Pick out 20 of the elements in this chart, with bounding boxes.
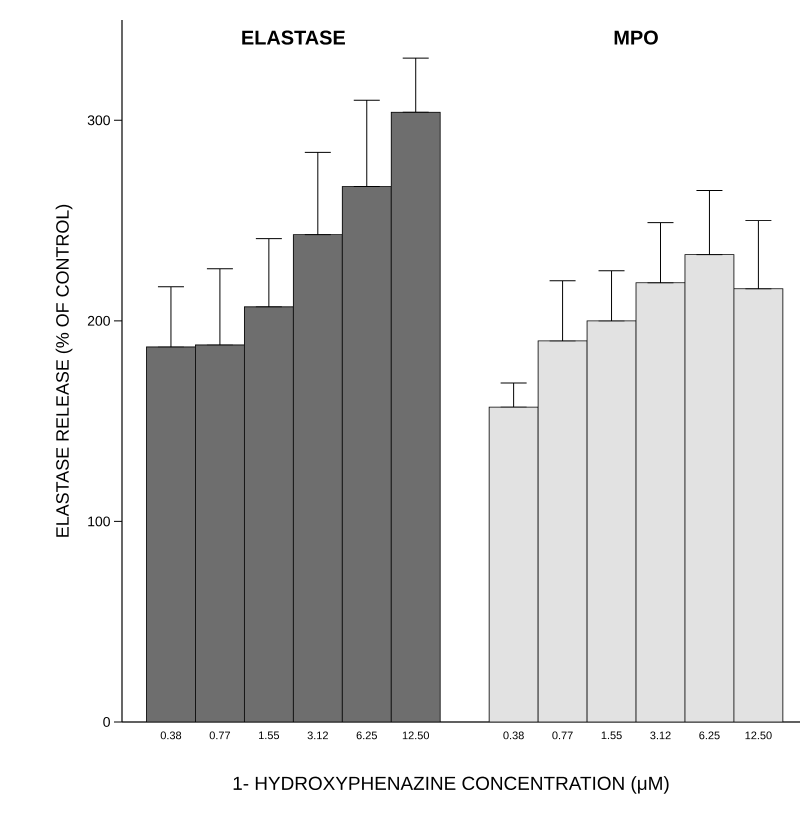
annotation: ELASTASE [242,30,345,45]
y-tick-label: 100 [88,516,110,526]
x-tick-label: 3.12 [650,732,671,740]
y-axis-title: ELASTASE RELEASE (% OF CONTROL) [56,204,72,537]
x-tick-label: 0.38 [160,732,182,740]
x-tick-label: 0.77 [552,732,573,740]
x-tick-label: 1.55 [259,732,280,740]
annotation: MPO [614,30,658,45]
y-tick-label: 300 [88,115,110,126]
x-tick-label: 0.38 [503,732,524,740]
y-tick-label: 0 [103,717,110,727]
x-tick-label: 3.12 [308,732,328,740]
y-tick-label: 200 [88,316,110,326]
x-tick-label: 12.50 [402,732,429,740]
x-tick-label: 6.25 [699,732,720,740]
x-tick-label: 0.77 [210,732,230,740]
x-tick-label: 6.25 [356,732,377,740]
x-tick-label: 1.55 [602,732,622,740]
x-tick-label: 12.50 [746,732,772,740]
x-axis-title: 1- HYDROXYPHENAZINE CONCENTRATION (μM) [234,776,669,794]
